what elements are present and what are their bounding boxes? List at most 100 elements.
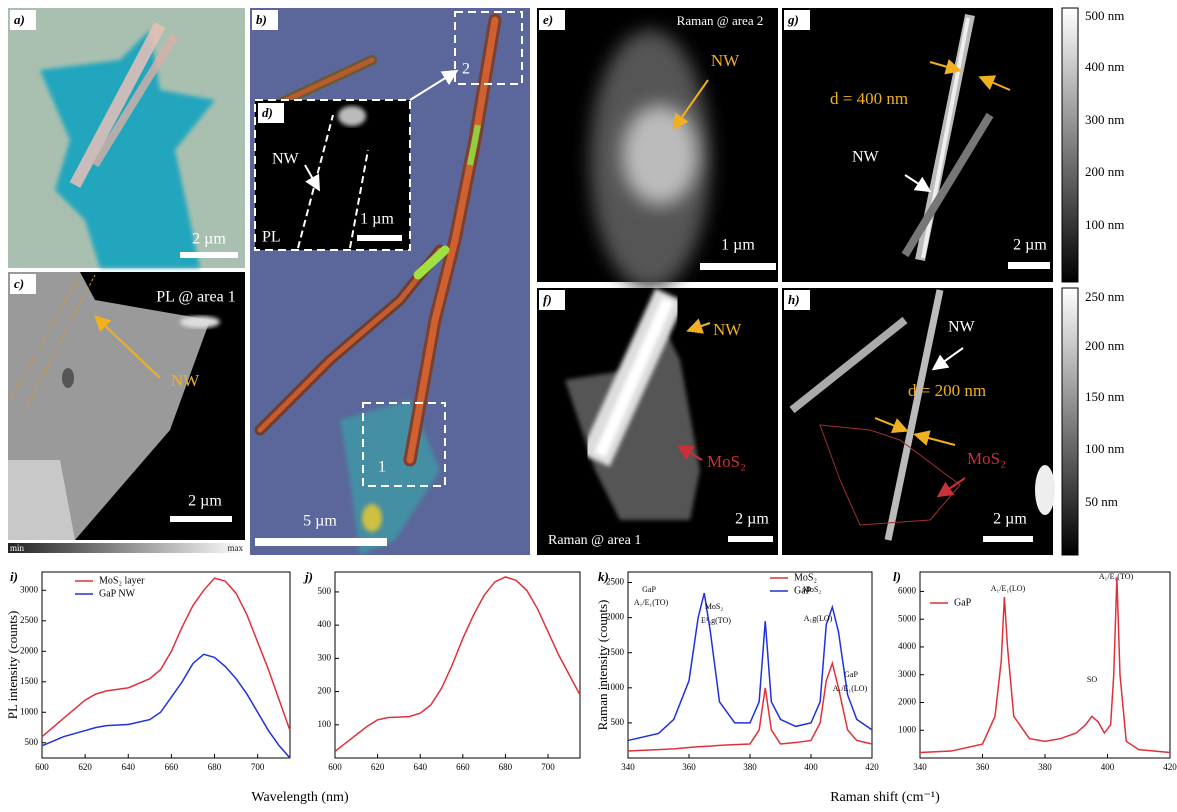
- series-line: [42, 654, 290, 758]
- y-tick-label: 400: [318, 619, 332, 629]
- x-tick-label: 680: [499, 762, 513, 772]
- panel-b: 1 2 d) NW 1 µm PL b) 5 µm: [250, 8, 530, 555]
- x-tick-label: 600: [328, 762, 342, 772]
- panel-label: h): [788, 292, 800, 307]
- x-tick-label: 380: [1038, 762, 1052, 772]
- scale-label: 1 µm: [360, 211, 394, 228]
- panel-label: j): [303, 569, 313, 584]
- pl-label: PL: [262, 229, 281, 246]
- scale-label: 2 µm: [192, 231, 226, 248]
- colorbar-label: 150 nm: [1085, 389, 1124, 404]
- nw-label: NW: [852, 149, 880, 166]
- scale-label: 2 µm: [735, 511, 769, 528]
- x-tick-label: 660: [456, 762, 470, 772]
- scale-label: 2 µm: [1013, 237, 1047, 254]
- legend-label: GaP: [954, 597, 972, 608]
- scale-label: 2 µm: [993, 511, 1027, 528]
- legend-label: MoS₂ layer: [99, 575, 145, 586]
- x-axis-label: Raman shift (cm⁻¹): [830, 790, 940, 805]
- y-tick-label: 5000: [898, 613, 917, 623]
- series-line: [42, 578, 290, 737]
- scale-label: 5 µm: [303, 513, 337, 530]
- colorbar-label: 100 nm: [1085, 441, 1124, 456]
- x-tick-label: 380: [743, 762, 757, 772]
- annotation: SO: [1087, 675, 1097, 684]
- panel-h: h) NW d = 200 nm MoS₂ 2 µm 250 nm 200 nm…: [782, 288, 1124, 555]
- legend-label: GaP NW: [99, 588, 136, 599]
- y-tick-label: 1500: [20, 676, 39, 686]
- panel-label: f): [543, 292, 552, 307]
- annotation: MoS₂: [705, 602, 724, 611]
- panel-label: e): [543, 12, 553, 27]
- dimension-label: d = 400 nm: [830, 89, 908, 108]
- colorbar-label: 400 nm: [1085, 59, 1124, 74]
- plot-frame: [42, 572, 290, 758]
- x-tick-label: 420: [865, 762, 879, 772]
- y-axis-label: PL intensity (counts): [5, 611, 20, 720]
- colorbar-max: max: [228, 543, 244, 553]
- y-tick-label: 1000: [20, 706, 39, 716]
- x-tick-label: 620: [371, 762, 385, 772]
- y-tick-label: 3000: [20, 584, 39, 594]
- series-line: [335, 577, 580, 751]
- y-tick-label: 6000: [898, 585, 917, 595]
- colorbar-label: 500 nm: [1085, 8, 1124, 23]
- panel-label: i): [10, 569, 18, 584]
- x-axis-label: Wavelength (nm): [251, 790, 349, 805]
- panel-label: c): [14, 276, 24, 291]
- panel-label: l): [893, 569, 901, 584]
- nw-label: NW: [272, 151, 300, 168]
- nw-label: NW: [711, 51, 740, 70]
- plot-frame: [335, 572, 580, 758]
- x-tick-label: 400: [804, 762, 818, 772]
- x-tick-label: 680: [208, 762, 222, 772]
- x-tick-label: 340: [913, 762, 927, 772]
- x-tick-label: 700: [541, 762, 555, 772]
- annotation: GaP: [844, 670, 858, 679]
- y-tick-label: 100: [318, 719, 332, 729]
- series-line: [628, 663, 872, 751]
- y-tick-label: 500: [318, 586, 332, 596]
- annotation: MoS₂: [803, 585, 822, 594]
- colorbar-label: 250 nm: [1085, 289, 1124, 304]
- panel-label: k): [598, 569, 609, 584]
- panel-label: b): [256, 12, 267, 27]
- panel-title: Raman @ area 2: [677, 13, 764, 28]
- mos2-label: MoS₂: [967, 449, 1006, 468]
- annotation: E¹₂g(TO): [701, 616, 731, 625]
- series-line: [628, 593, 872, 740]
- y-tick-label: 1000: [898, 724, 917, 734]
- area-label: 1: [378, 459, 386, 476]
- nw-label: NW: [713, 320, 742, 339]
- colorbar-label: 300 nm: [1085, 112, 1124, 127]
- x-tick-label: 700: [251, 762, 265, 772]
- x-tick-label: 340: [621, 762, 635, 772]
- y-tick-label: 2000: [20, 645, 39, 655]
- x-tick-label: 360: [976, 762, 990, 772]
- panel-e: e) Raman @ area 2 NW 1 µm: [537, 8, 778, 290]
- area-label: 2: [462, 61, 470, 78]
- x-tick-label: 360: [682, 762, 696, 772]
- x-tick-label: 640: [413, 762, 427, 772]
- y-tick-label: 500: [25, 737, 39, 747]
- panel-title: Raman @ area 1: [548, 533, 641, 548]
- panel-label: a): [14, 12, 25, 27]
- scale-label: 2 µm: [188, 493, 222, 510]
- panel-f: f) NW MoS₂ Raman @ area 1 2 µm: [537, 288, 778, 555]
- annotation: A₁/E₁(TO): [634, 598, 669, 607]
- x-tick-label: 600: [35, 762, 49, 772]
- scale-label: 1 µm: [721, 237, 755, 254]
- x-tick-label: 400: [1101, 762, 1115, 772]
- nw-label: NW: [171, 371, 200, 390]
- x-tick-label: 620: [78, 762, 92, 772]
- colorbar-label: 100 nm: [1085, 217, 1124, 232]
- legend-label: MoS₂: [794, 572, 817, 583]
- colorbar-min: min: [10, 543, 25, 553]
- x-tick-label: 640: [122, 762, 136, 772]
- y-tick-label: 200: [318, 686, 332, 696]
- annotation: A₁/E₁(TO): [1099, 572, 1134, 581]
- colorbar-label: 200 nm: [1085, 164, 1124, 179]
- y-tick-label: 500: [611, 717, 625, 727]
- panel-g: g) d = 400 nm NW 2 µm 500 nm 400 nm 300 …: [782, 8, 1124, 282]
- dimension-label: d = 200 nm: [908, 381, 986, 400]
